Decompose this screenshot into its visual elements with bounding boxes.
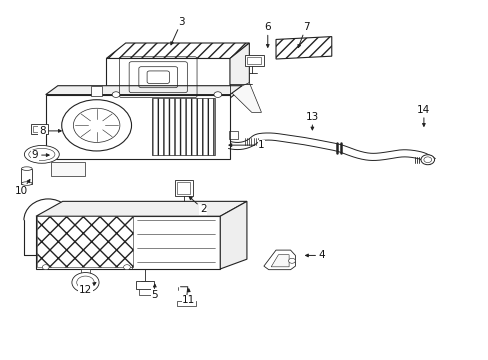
Polygon shape xyxy=(45,86,242,95)
Bar xyxy=(33,126,45,132)
Text: 8: 8 xyxy=(39,126,61,136)
Polygon shape xyxy=(36,216,220,269)
Text: 10: 10 xyxy=(15,180,30,197)
Text: 2: 2 xyxy=(189,197,206,214)
Circle shape xyxy=(61,100,131,151)
Text: 6: 6 xyxy=(264,22,270,47)
Text: 5: 5 xyxy=(151,284,158,300)
Polygon shape xyxy=(264,250,295,270)
Text: 12: 12 xyxy=(79,283,96,294)
Bar xyxy=(136,282,154,289)
Text: 1: 1 xyxy=(228,140,264,150)
Bar xyxy=(244,55,264,66)
Polygon shape xyxy=(275,37,331,59)
Text: 3: 3 xyxy=(170,17,184,45)
Circle shape xyxy=(77,276,94,289)
Circle shape xyxy=(73,108,120,143)
Circle shape xyxy=(214,92,221,98)
Bar xyxy=(228,131,237,139)
Circle shape xyxy=(420,155,434,165)
Bar xyxy=(81,269,90,275)
Bar xyxy=(91,86,102,96)
Ellipse shape xyxy=(21,182,32,185)
Circle shape xyxy=(123,265,130,270)
Text: 7: 7 xyxy=(297,22,309,48)
Circle shape xyxy=(112,92,120,98)
Text: 13: 13 xyxy=(305,112,318,130)
Polygon shape xyxy=(45,95,229,159)
Bar xyxy=(176,301,196,306)
Bar xyxy=(174,180,193,195)
Text: 14: 14 xyxy=(416,104,429,126)
Circle shape xyxy=(42,265,49,270)
Circle shape xyxy=(72,273,99,292)
Bar xyxy=(152,98,215,155)
Ellipse shape xyxy=(29,148,55,161)
Polygon shape xyxy=(106,43,249,58)
Circle shape xyxy=(288,258,295,263)
Circle shape xyxy=(423,157,431,163)
Polygon shape xyxy=(220,201,246,269)
Polygon shape xyxy=(229,43,249,98)
Polygon shape xyxy=(106,58,229,98)
Ellipse shape xyxy=(24,145,59,163)
Polygon shape xyxy=(36,201,246,216)
Bar xyxy=(21,168,32,184)
Bar xyxy=(246,57,261,64)
Bar xyxy=(139,289,151,295)
Bar xyxy=(31,124,48,134)
Text: 9: 9 xyxy=(32,150,49,160)
Bar xyxy=(37,216,133,267)
Text: 11: 11 xyxy=(182,289,195,305)
Text: 4: 4 xyxy=(305,251,325,260)
Polygon shape xyxy=(50,162,84,176)
Bar xyxy=(176,182,190,194)
Polygon shape xyxy=(229,83,261,112)
Ellipse shape xyxy=(21,167,32,170)
Polygon shape xyxy=(271,255,288,267)
